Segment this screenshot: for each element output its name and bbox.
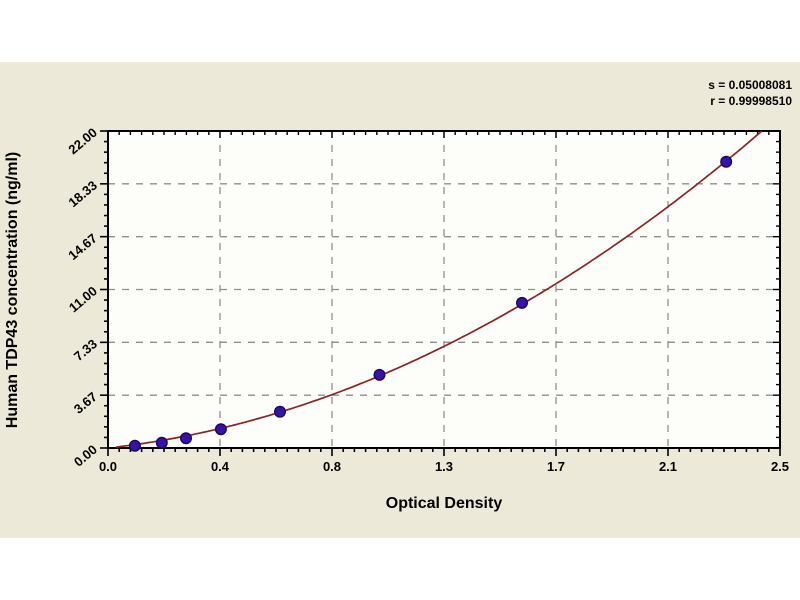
y-tick-label: 14.67 — [65, 230, 100, 262]
x-tick-label: 0.4 — [211, 459, 230, 474]
y-tick-label: 0.00 — [71, 442, 100, 470]
fit-stat-s: s = 0.05008081 — [708, 78, 792, 92]
y-tick-label: 11.00 — [66, 283, 100, 315]
x-tick-label: 0.0 — [99, 459, 117, 474]
x-axis-title: Optical Density — [386, 495, 503, 512]
data-point-marker — [274, 405, 287, 418]
x-tick-label: 0.8 — [323, 459, 341, 474]
data-point-marker — [214, 423, 227, 436]
data-point-marker — [128, 439, 141, 452]
x-tick-label: 2.1 — [659, 459, 677, 474]
data-point-marker — [179, 432, 192, 445]
x-tick-label: 1.7 — [547, 459, 565, 474]
x-tick-label: 2.5 — [771, 459, 789, 474]
y-tick-label: 3.67 — [71, 389, 100, 417]
data-point-marker — [720, 155, 733, 168]
y-tick-label: 7.33 — [71, 336, 100, 364]
plot-frame — [107, 130, 781, 449]
data-point-marker — [373, 368, 386, 381]
fit-statistics: s = 0.05008081 r = 0.99998510 — [708, 77, 792, 109]
y-tick-label: 18.33 — [65, 178, 100, 210]
fit-stat-r: r = 0.99998510 — [710, 94, 792, 108]
data-point-marker — [155, 436, 168, 449]
x-tick-label: 1.3 — [435, 459, 453, 474]
y-tick-label: 22.00 — [65, 125, 100, 157]
data-point-marker — [516, 296, 529, 309]
y-axis-title: Human TDP43 concentration (ng/ml) — [4, 152, 21, 428]
